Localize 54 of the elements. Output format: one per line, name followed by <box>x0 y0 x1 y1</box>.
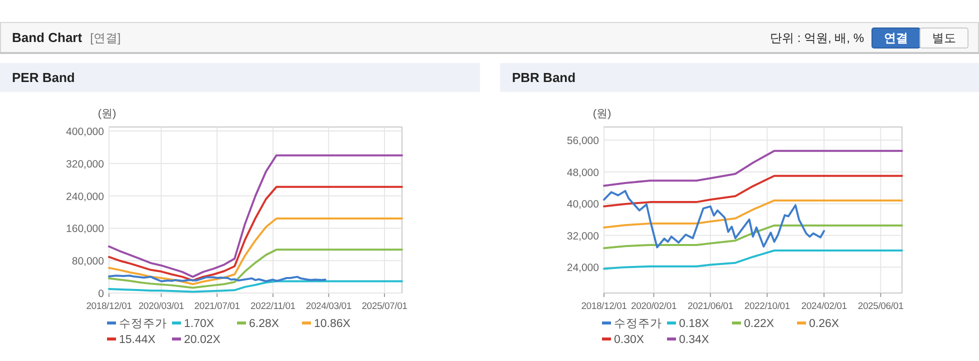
line-series <box>603 190 826 248</box>
x-tick-label: 2020/02/01 <box>630 301 677 312</box>
line-series <box>603 224 903 250</box>
y-tick-label: 240,000 <box>66 190 104 203</box>
line-series <box>108 186 403 282</box>
legend-label: 수정주가 <box>614 318 662 330</box>
legend-label: 0.34X <box>679 334 710 346</box>
x-tick-label: 2024/02/01 <box>801 301 847 312</box>
line-series <box>603 199 903 228</box>
x-tick-label: 2022/11/01 <box>250 301 296 312</box>
legend-label: 6.28X <box>249 318 280 330</box>
line-series <box>108 248 403 289</box>
line-series <box>108 154 403 278</box>
y-tick-label: 0 <box>98 288 104 300</box>
line-series <box>603 174 903 208</box>
legend-label: 15.44X <box>119 334 156 346</box>
text: 연결 <box>884 31 908 45</box>
chart-title: PBR Band <box>512 70 576 85</box>
y-tick-label: 24,000 <box>566 262 600 274</box>
text: 단위 : 억원, 배, % <box>770 31 864 45</box>
line-series <box>603 150 903 187</box>
x-tick-label: 2020/03/01 <box>138 301 184 312</box>
legend-label: 0.22X <box>744 318 774 330</box>
text: Band Chart <box>12 30 83 45</box>
y-tick-label: 32,000 <box>566 230 600 242</box>
y-axis-title: (원) <box>592 108 612 120</box>
legend-label: 0.18X <box>679 318 710 330</box>
legend-label: 10.86X <box>314 318 351 330</box>
y-tick-label: 48,000 <box>566 166 600 179</box>
y-tick-label: 56,000 <box>566 135 600 148</box>
text: [연결] <box>90 31 121 45</box>
x-tick-label: 2025/06/01 <box>858 301 904 312</box>
line-series <box>603 250 903 270</box>
legend-label: 0.30X <box>614 334 644 346</box>
legend-label: 0.26X <box>809 318 840 330</box>
chart-title: PER Band <box>12 70 75 85</box>
x-tick-label: 2018/12/01 <box>581 301 627 312</box>
y-tick-label: 160,000 <box>66 223 104 236</box>
x-tick-label: 2021/07/01 <box>194 301 240 312</box>
x-tick-label: 2024/03/01 <box>306 301 352 312</box>
y-tick-label: 320,000 <box>66 158 104 170</box>
x-tick-label: 2025/07/01 <box>362 301 408 312</box>
text: 별도 <box>932 31 956 45</box>
x-tick-label: 2021/06/01 <box>688 301 734 312</box>
legend-label: 20.02X <box>184 334 221 346</box>
y-tick-label: 80,000 <box>72 256 104 268</box>
line-series <box>108 218 403 286</box>
x-tick-label: 2018/12/01 <box>86 301 132 312</box>
x-tick-label: 2022/10/01 <box>744 301 790 312</box>
legend-label: 수정주가 <box>119 318 167 330</box>
y-tick-label: 40,000 <box>566 198 600 211</box>
y-axis-title: (원) <box>98 108 116 120</box>
legend-label: 1.70X <box>184 318 214 330</box>
y-tick-label: 400,000 <box>66 126 104 138</box>
